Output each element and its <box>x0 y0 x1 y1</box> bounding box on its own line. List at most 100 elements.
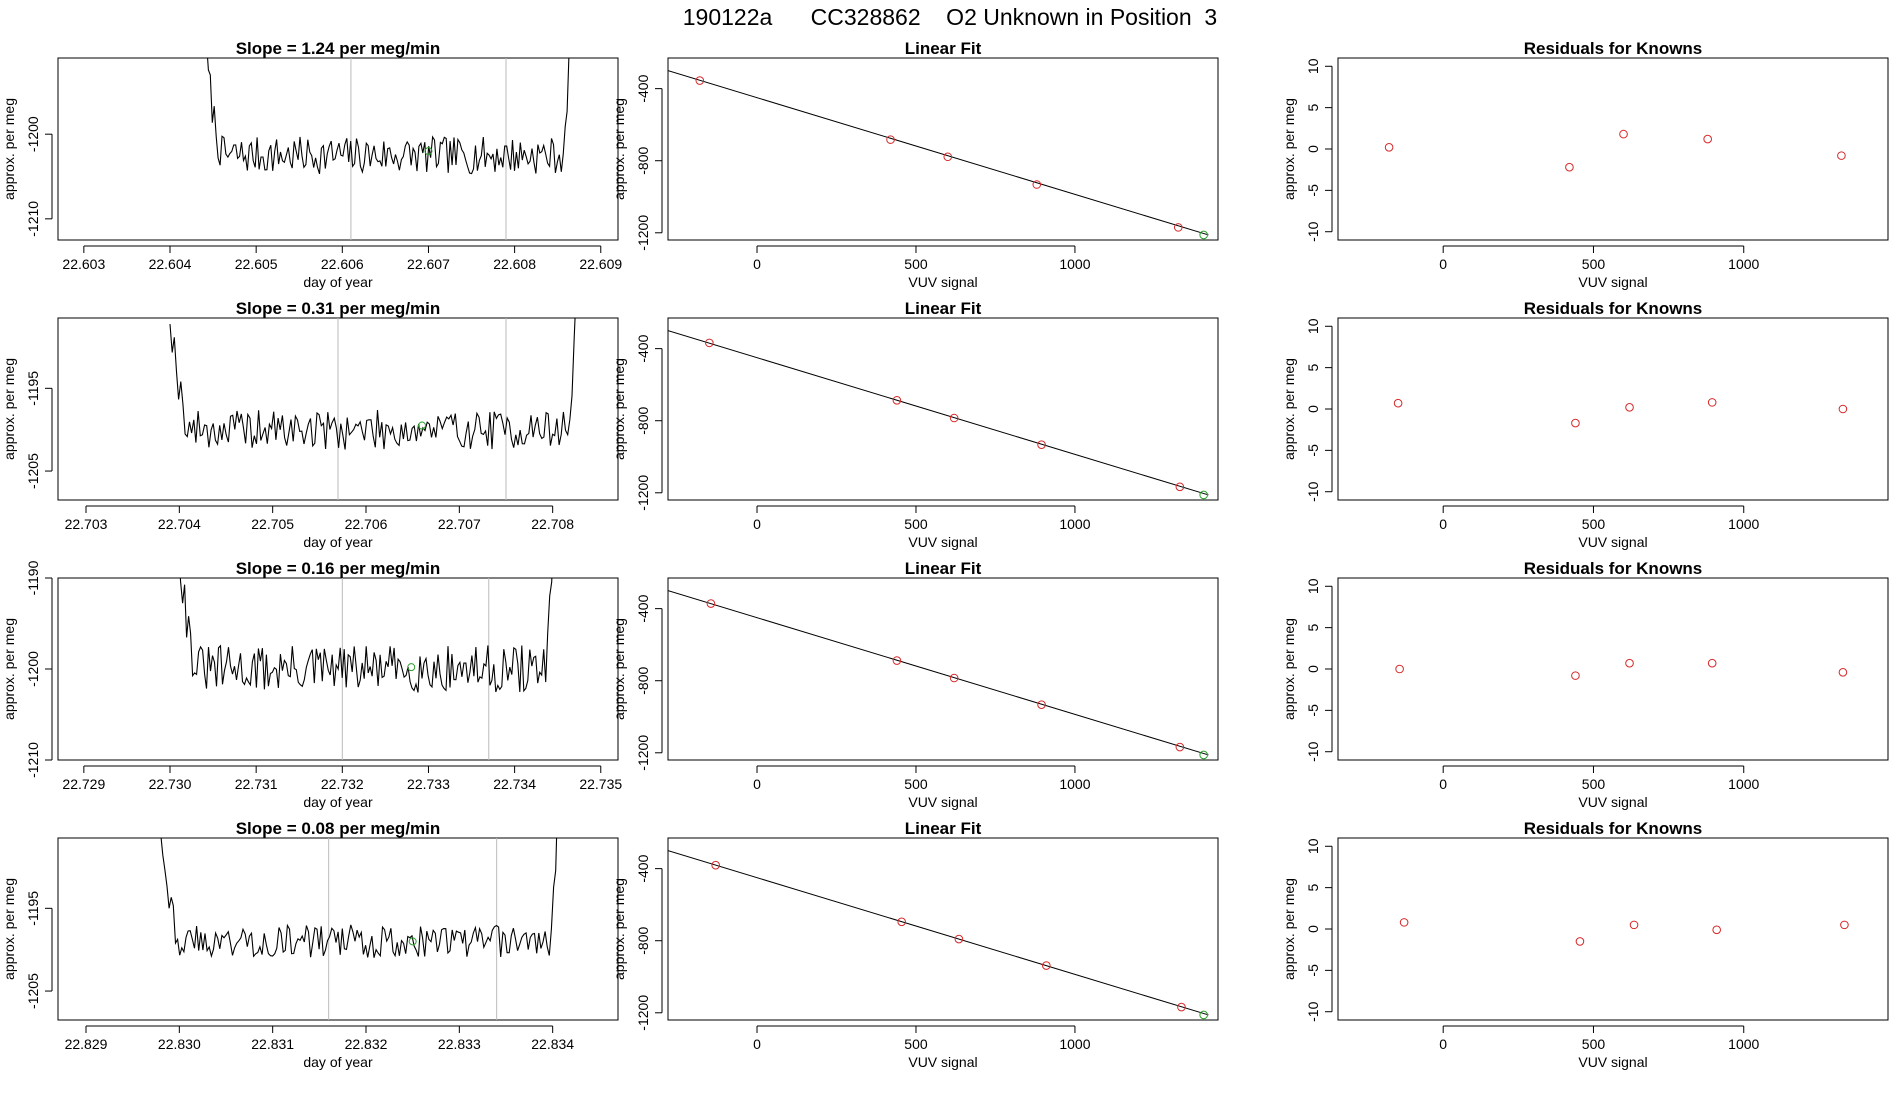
fit-line <box>668 330 1209 496</box>
y-tick-label: -10 <box>1305 481 1321 501</box>
y-tick-label: -400 <box>635 854 651 882</box>
x-axis-label: day of year <box>303 274 373 290</box>
y-tick-label: -800 <box>635 146 651 174</box>
panel-title: Residuals for Knowns <box>1524 559 1703 578</box>
y-tick-label: -5 <box>1305 704 1321 717</box>
y-tick-label: 5 <box>1305 624 1321 632</box>
y-tick-label: -800 <box>635 406 651 434</box>
unknown-point <box>407 663 416 672</box>
y-tick-label: -400 <box>635 74 651 102</box>
signal-trace-line <box>160 838 558 959</box>
y-axis-label: approx. per meg <box>611 98 627 200</box>
y-tick-label: -1195 <box>25 891 41 926</box>
unknown-point <box>1199 230 1208 240</box>
fit-panel-1: Linear Fit 0 500 1000 VUV signal -400 -800 -120… <box>611 39 1219 290</box>
x-tick-label: 22.703 <box>65 516 108 532</box>
y-tick-label: -5 <box>1305 444 1321 457</box>
y-tick-label: -1190 <box>25 560 41 595</box>
panel-title: Slope = 0.16 per meg/min <box>236 559 441 578</box>
fit-line <box>668 590 1209 756</box>
y-tick-label: -1200 <box>635 735 651 771</box>
x-tick-label: 22.607 <box>407 256 450 272</box>
known-point <box>695 76 705 85</box>
y-tick-label: 10 <box>1305 838 1321 854</box>
residual-point <box>1625 403 1634 412</box>
x-tick-label: 22.708 <box>531 516 574 532</box>
x-tick-label: 0 <box>753 776 761 792</box>
residual-point <box>1625 658 1634 668</box>
x-tick-label: 22.732 <box>321 776 364 792</box>
unknown-point <box>424 147 433 156</box>
x-tick-label: 22.706 <box>345 516 388 532</box>
known-point <box>1173 223 1183 232</box>
y-tick-label: 10 <box>1305 318 1321 334</box>
x-tick-label: 1000 <box>1728 776 1759 792</box>
panel-plot-area <box>668 70 1209 240</box>
panel-title: Linear Fit <box>905 299 982 318</box>
residual-point <box>1838 404 1848 414</box>
panel-plot-area <box>668 850 1209 1020</box>
trace-panel-4: Slope = 0.08 per meg/min 22.829 22.830 22.8… <box>1 819 619 1070</box>
plot-frame <box>57 577 619 761</box>
residual-point <box>1395 664 1404 674</box>
panel-plot-area <box>668 330 1209 500</box>
x-tick-label: 22.734 <box>493 776 536 792</box>
known-point <box>897 917 906 927</box>
plot-frame <box>1337 57 1889 241</box>
residual-point <box>1384 143 1394 152</box>
y-tick-label: -800 <box>635 666 651 694</box>
residual-point <box>1703 134 1712 144</box>
x-axis-label: VUV signal <box>1578 794 1647 810</box>
panel-title: Linear Fit <box>905 819 982 838</box>
x-tick-label: 22.609 <box>579 256 622 272</box>
residual-point <box>1393 398 1403 408</box>
x-axis-label: VUV signal <box>908 534 977 550</box>
plot-frame <box>667 837 1219 1021</box>
residuals-panel-2: Residuals for Knowns 0 500 1000 VUV signal 10… <box>1281 299 1889 550</box>
plot-frame <box>667 57 1219 241</box>
y-tick-label: -400 <box>635 594 651 622</box>
y-tick-label: -5 <box>1305 964 1321 977</box>
panel-title: Residuals for Knowns <box>1524 819 1703 838</box>
y-tick-label: -1205 <box>25 453 41 489</box>
y-tick-label: -1195 <box>25 371 41 406</box>
y-tick-label: -800 <box>635 926 651 954</box>
y-tick-label: 5 <box>1305 364 1321 372</box>
known-point <box>892 396 902 405</box>
y-tick-label: 0 <box>1305 665 1321 673</box>
x-axis-label: day of year <box>303 534 373 550</box>
residual-point <box>1838 668 1848 677</box>
y-tick-label: -1200 <box>635 475 651 511</box>
x-tick-label: 22.704 <box>158 516 201 532</box>
known-point <box>1042 961 1051 970</box>
known-point <box>1177 1002 1186 1012</box>
known-point <box>1175 742 1185 752</box>
x-tick-label: 0 <box>1439 256 1447 272</box>
x-tick-label: 22.834 <box>531 1036 574 1052</box>
y-axis-label: approx. per meg <box>611 358 627 460</box>
y-tick-label: -1210 <box>25 742 41 778</box>
x-tick-label: 22.831 <box>251 1036 294 1052</box>
residuals-panel-1: Residuals for Knowns 0 500 1000 VUV signal 10… <box>1281 39 1889 290</box>
y-tick-label: -1200 <box>635 215 651 251</box>
y-tick-label: 0 <box>1305 925 1321 933</box>
x-tick-label: 1000 <box>1728 516 1759 532</box>
y-tick-label: 0 <box>1305 405 1321 413</box>
y-tick-label: -1200 <box>635 995 651 1031</box>
y-axis-label: approx. per meg <box>611 878 627 980</box>
known-point <box>949 673 959 683</box>
residual-point <box>1707 398 1717 407</box>
plot-frame <box>57 837 619 1021</box>
unknown-point <box>1199 750 1208 760</box>
y-tick-label: 10 <box>1305 578 1321 594</box>
x-tick-label: 0 <box>1439 516 1447 532</box>
y-tick-label: -10 <box>1305 741 1321 761</box>
x-tick-label: 1000 <box>1059 776 1090 792</box>
panel-plot-area <box>1393 398 1848 428</box>
y-tick-label: 5 <box>1305 884 1321 892</box>
x-axis-label: VUV signal <box>908 794 977 810</box>
y-tick-label: -400 <box>635 334 651 362</box>
x-axis-label: VUV signal <box>908 274 977 290</box>
residual-point <box>1837 151 1846 160</box>
